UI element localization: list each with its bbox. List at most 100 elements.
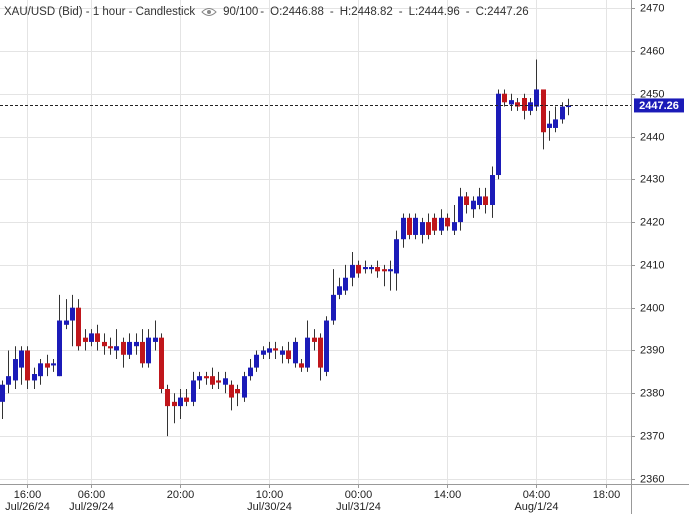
candle-body	[356, 264, 361, 274]
candle-body	[197, 376, 202, 381]
candle-body	[83, 337, 88, 342]
ohlc-open: O:2446.88	[270, 6, 324, 18]
x-date-label: Jul/30/24	[247, 501, 292, 513]
candle-body	[210, 376, 215, 385]
candle-body	[502, 93, 507, 103]
y-tick-label: 2420	[640, 216, 664, 228]
candle-body	[184, 397, 189, 402]
x-tick-label: 20:00	[167, 489, 195, 501]
candle-body	[95, 333, 100, 342]
candle-body	[528, 102, 533, 111]
candle-body	[191, 380, 196, 402]
candle-body	[452, 222, 457, 231]
candle-body	[140, 341, 145, 364]
candle-body	[235, 388, 240, 394]
candle-body	[64, 320, 69, 325]
candle-body	[318, 337, 323, 368]
candle-body	[343, 277, 348, 291]
candle-body	[153, 337, 158, 342]
x-date-label: Aug/1/24	[514, 501, 558, 513]
candle-body	[280, 350, 285, 355]
candle-body	[25, 350, 30, 381]
x-tick-label: 10:00	[256, 489, 284, 501]
candle-body	[541, 89, 546, 133]
ohlc-high: H:2448.82	[339, 6, 393, 18]
candle-body	[401, 217, 406, 240]
y-tick-label: 2440	[640, 131, 664, 143]
candle-body	[522, 97, 527, 111]
candle-body	[477, 196, 482, 205]
x-date-label: Jul/29/24	[69, 501, 114, 513]
count-label: 90/100	[223, 6, 259, 18]
candle-body	[70, 307, 75, 321]
x-tick-label: 06:00	[78, 489, 106, 501]
candle-body	[38, 363, 43, 377]
y-tick-label: 2380	[640, 387, 664, 399]
y-tick-label: 2460	[640, 45, 664, 57]
y-tick-label: 2400	[640, 302, 664, 314]
candle-body	[146, 337, 151, 364]
candle-body	[445, 217, 450, 227]
candle-body	[471, 200, 476, 210]
candle-body	[108, 346, 113, 349]
candle-body	[515, 102, 520, 107]
ohlc-close: C:2447.26	[475, 6, 529, 18]
candle-body	[229, 384, 234, 398]
candle-body	[534, 89, 539, 107]
x-tick-label: 18:00	[593, 489, 621, 501]
candle-body	[407, 217, 412, 235]
candle-body	[223, 378, 228, 385]
candle-body	[127, 341, 132, 355]
visibility-icon[interactable]	[201, 7, 217, 17]
candle-body	[261, 350, 266, 355]
candle-body	[420, 222, 425, 235]
y-tick-label: 2390	[640, 344, 664, 356]
candle-body	[483, 196, 488, 205]
grid	[0, 0, 631, 484]
candle-body	[432, 217, 437, 231]
candle-body	[439, 217, 444, 231]
candle-body	[509, 100, 514, 105]
plot-area	[0, 0, 631, 484]
candle-body	[248, 367, 253, 377]
candle-body	[159, 337, 164, 389]
candle-body	[413, 217, 418, 235]
x-tick-label: 00:00	[345, 489, 373, 501]
candle-body	[350, 264, 355, 278]
candle-body	[0, 384, 5, 402]
candle-body	[172, 401, 177, 407]
y-tick-label: 2370	[640, 430, 664, 442]
last-price-label: 2447.26	[639, 100, 679, 112]
x-date-label: Jul/31/24	[336, 501, 381, 513]
x-date-label: Jul/26/24	[5, 501, 50, 513]
chart-title: XAU/USD (Bid) - 1 hour - Candlestick	[4, 6, 196, 18]
candle-body	[566, 105, 571, 108]
candle-body	[553, 119, 558, 128]
candle-body	[464, 196, 469, 205]
candle-body	[496, 93, 501, 176]
candle-body	[458, 196, 463, 223]
candle-body	[299, 363, 304, 368]
y-tick-label: 2410	[640, 259, 664, 271]
candle-body	[375, 267, 380, 272]
candle-body	[267, 348, 272, 353]
candle-body	[305, 337, 310, 368]
candle-body	[286, 350, 291, 360]
candle-body	[394, 239, 399, 274]
candle-body	[254, 354, 259, 368]
y-tick-label: 2450	[640, 88, 664, 100]
candle-body	[57, 320, 62, 377]
candle-body	[388, 269, 393, 272]
candle-body	[121, 341, 126, 355]
candle-body	[490, 175, 495, 205]
candle-body	[13, 359, 18, 381]
candle-body	[114, 346, 119, 351]
candle-body	[337, 286, 342, 295]
candle-body	[382, 269, 387, 272]
candle-body	[19, 350, 24, 368]
candle-body	[560, 106, 565, 120]
candle-body	[51, 363, 56, 366]
candle-body	[204, 376, 209, 379]
